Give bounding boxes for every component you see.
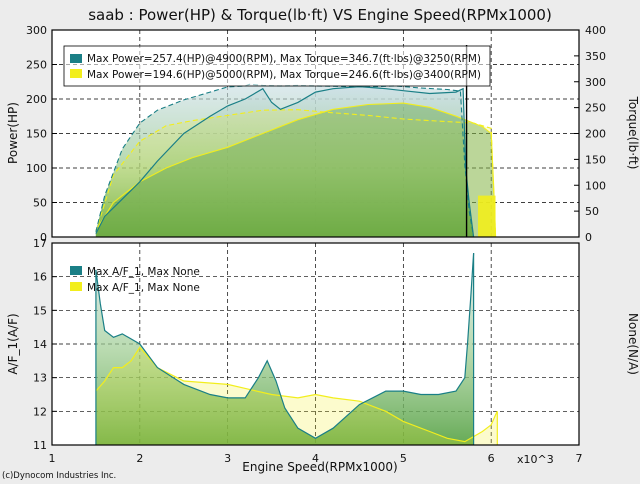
series-area-torque-run2 [95, 109, 496, 237]
series-end-band-run2 [477, 195, 496, 237]
top-y-tick-label: 250 [26, 59, 47, 72]
top-series-layer [95, 45, 497, 237]
top-right-tick-label: 200 [585, 128, 606, 141]
legend-swatch-af-run1 [70, 266, 82, 275]
top-y-tick-label: 300 [26, 24, 47, 37]
top-right-tick-label: 100 [585, 179, 606, 192]
top-right-tick-label: 50 [585, 205, 599, 218]
x-tick-label: 7 [576, 452, 583, 465]
bottom-y-tick-label: 13 [33, 372, 47, 385]
series-area-af-run2 [95, 347, 498, 445]
x-tick-label: 5 [400, 452, 407, 465]
series-line-power-run1 [95, 85, 475, 237]
top-right-tick-label: 350 [585, 50, 606, 63]
x-tick-label: 2 [136, 452, 143, 465]
bottom-y-tick-label: 12 [33, 405, 47, 418]
bottom-y-tick-label: 17 [33, 237, 47, 250]
series-line-af-run1 [95, 253, 475, 439]
top-right-tick-label: 150 [585, 153, 606, 166]
top-right-tick-label: 400 [585, 24, 606, 37]
x-tick-label: 4 [312, 452, 319, 465]
series-area-power-run1 [95, 86, 474, 237]
bottom-series-layer [95, 253, 498, 445]
legend-swatch-run2 [70, 69, 82, 78]
top-legend: Max Power=257.4(HP)@4900(RPM), Max Torqu… [63, 45, 491, 87]
legend-entry-run1: Max Power=257.4(HP)@4900(RPM), Max Torqu… [87, 53, 481, 65]
top-y-tick-label: 50 [33, 197, 47, 210]
series-area-power-run2 [95, 103, 496, 237]
series-line-torque-run2 [95, 109, 497, 237]
top-right-axis-label: Torque(lb·ft) [626, 96, 640, 170]
x-axis-multiplier: x10^3 [517, 453, 554, 466]
top-legend-box [63, 45, 491, 87]
top-axis-ticks: 0 50 100 150 200 250 300 0 50 100 150 200 250 300 350 4… [26, 24, 606, 244]
series-line-af-run2 [95, 346, 498, 443]
top-y-tick-label: 150 [26, 128, 47, 141]
bottom-y-tick-label: 14 [33, 338, 47, 351]
x-tick-label: 3 [224, 452, 231, 465]
legend-swatch-run1 [70, 54, 82, 63]
top-y-tick-label: 200 [26, 93, 47, 106]
bottom-y-tick-label: 16 [33, 271, 47, 284]
bottom-y-axis-label: A/F_1(A/F) [6, 313, 20, 374]
bottom-y-tick-label: 15 [33, 304, 47, 317]
legend-entry-af-run2: Max A/F_1, Max None [87, 282, 200, 294]
chart-title: saab : Power(HP) & Torque(lb·ft) VS Engi… [88, 6, 552, 24]
legend-entry-af-run1: Max A/F_1, Max None [87, 266, 200, 278]
x-tick-label: 6 [488, 452, 495, 465]
legend-entry-run2: Max Power=194.6(HP)@5000(RPM), Max Torqu… [87, 69, 481, 81]
top-y-tick-label: 100 [26, 162, 47, 175]
series-area-af-run1 [95, 253, 474, 445]
bottom-legend: Max A/F_1, Max None Max A/F_1, Max None [70, 266, 200, 294]
copyright-text: (c)Dynocom Industries Inc. [2, 471, 116, 480]
top-right-tick-label: 300 [585, 76, 606, 89]
series-line-power-run2 [95, 102, 497, 237]
x-tick-label: 1 [49, 452, 56, 465]
top-y-tick-label: 0 [40, 231, 47, 244]
x-axis-label: Engine Speed(RPMx1000) [242, 460, 398, 474]
legend-swatch-af-run2 [70, 282, 82, 291]
top-right-tick-label: 0 [585, 231, 592, 244]
bottom-right-axis-label: None(N/A) [626, 313, 640, 375]
top-y-axis-label: Power(HP) [6, 102, 20, 164]
top-panel: 0 50 100 150 200 250 300 0 50 100 150 200 250 300 350 4… [6, 24, 640, 244]
top-right-tick-label: 250 [585, 102, 606, 115]
bottom-y-tick-label: 11 [33, 439, 47, 452]
